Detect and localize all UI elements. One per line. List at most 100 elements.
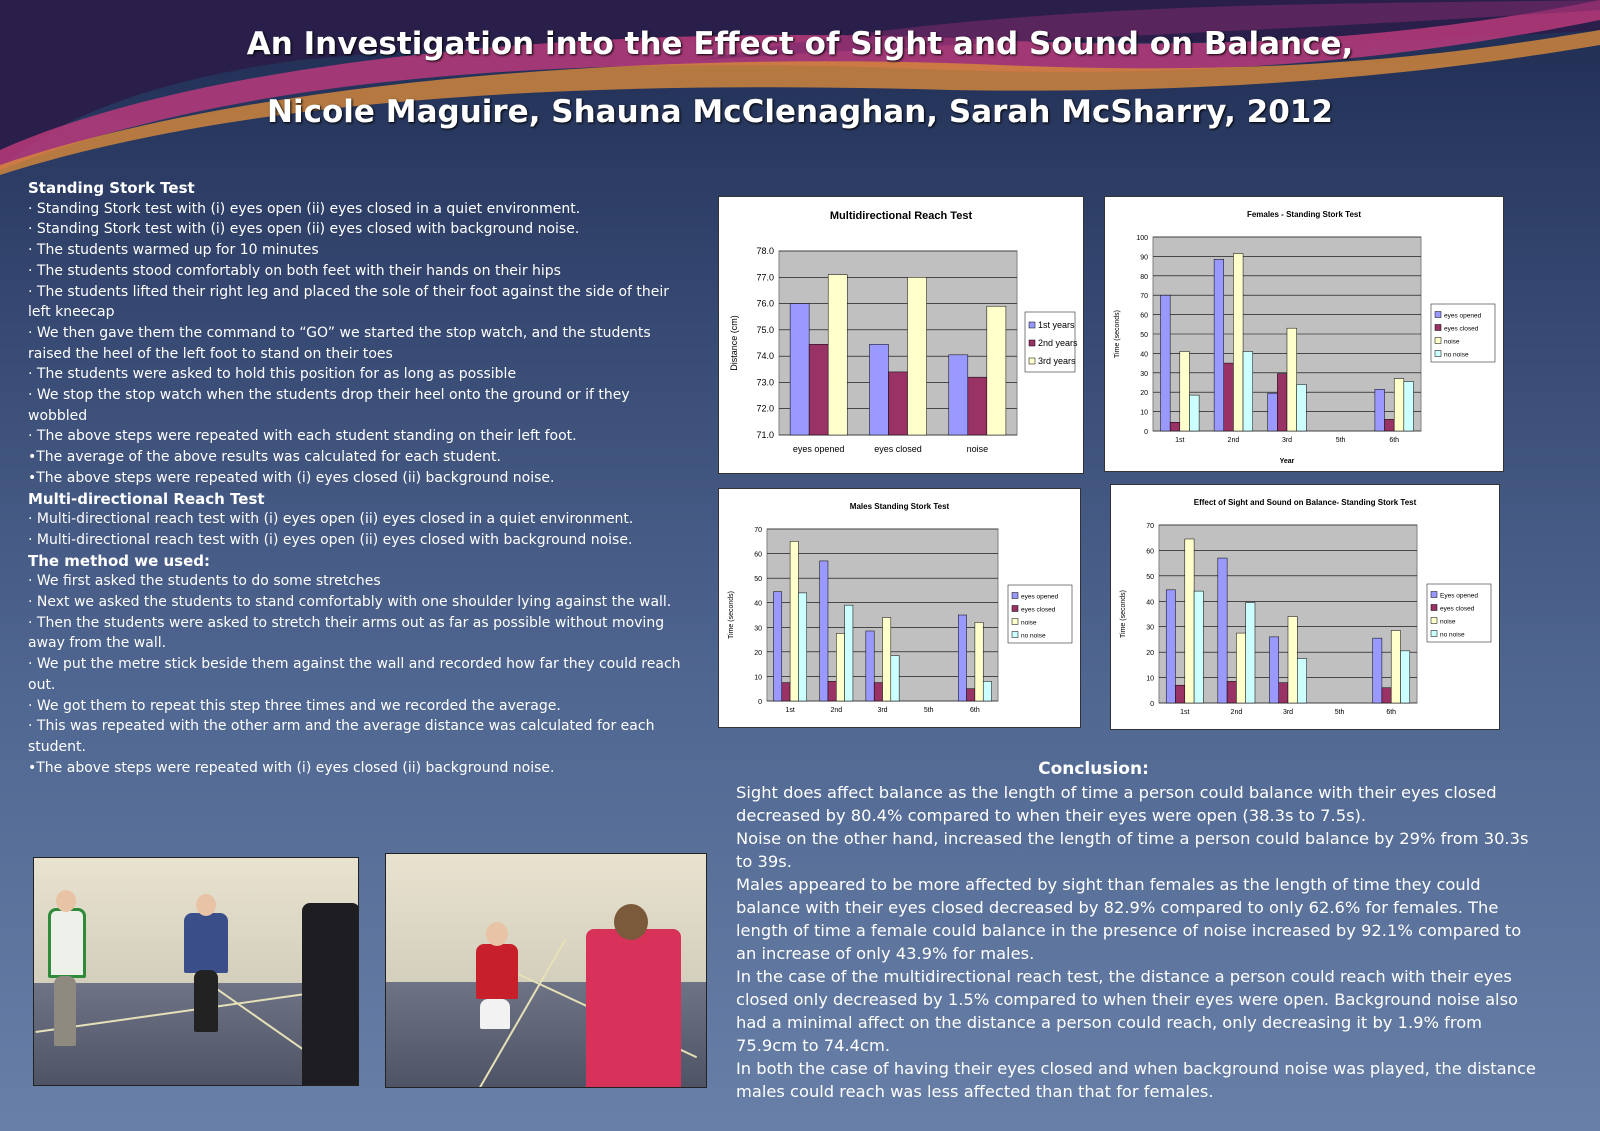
x-tick-label: 6th <box>1386 709 1396 716</box>
bar <box>1372 637 1383 704</box>
bar <box>836 633 845 702</box>
x-tick-label: 3rd <box>1282 437 1292 444</box>
y-tick-label: 100 <box>1136 235 1148 242</box>
y-tick-label: 20 <box>1146 650 1154 657</box>
bar <box>1179 351 1190 432</box>
y-tick-label: 60 <box>754 552 762 559</box>
y-tick-label: 71.0 <box>756 430 774 440</box>
y-tick-label: 30 <box>1146 625 1154 632</box>
legend <box>1426 583 1492 643</box>
y-tick-label: 73.0 <box>756 377 774 387</box>
bar <box>967 376 988 436</box>
method-step: •The above steps were repeated with (i) … <box>28 759 555 776</box>
y-tick-label: 20 <box>1140 390 1148 397</box>
bar <box>882 617 892 702</box>
legend-swatch <box>1011 605 1019 612</box>
y-tick-label: 40 <box>1140 351 1148 358</box>
method-step: · We got them to repeat this step three … <box>28 697 561 714</box>
y-axis-label: Distance (cm) <box>729 315 739 371</box>
x-tick-label: eyes closed <box>874 444 922 454</box>
legend-swatch <box>1430 591 1438 598</box>
y-tick-label: 75.0 <box>756 325 774 335</box>
method-step: · Standing Stork test with (i) eyes open… <box>28 200 581 217</box>
method-step: •The average of the above results was ca… <box>28 449 501 466</box>
y-tick-label: 40 <box>754 601 762 608</box>
bar <box>789 541 799 702</box>
bar <box>1226 681 1237 704</box>
bar <box>1403 381 1414 432</box>
legend-label: noise <box>1444 339 1460 346</box>
bar <box>1189 394 1200 432</box>
bar <box>1393 378 1405 432</box>
x-tick-label: eyes opened <box>793 444 845 454</box>
bar <box>1160 294 1171 432</box>
y-tick-label: 0 <box>1150 701 1154 708</box>
legend-swatch <box>1028 321 1036 329</box>
bar <box>1242 351 1253 432</box>
legend-swatch <box>1028 357 1036 365</box>
y-tick-label: 10 <box>1146 676 1154 683</box>
x-tick-label: 3rd <box>1283 709 1293 716</box>
y-tick-label: 78.0 <box>756 246 774 256</box>
y-tick-label: 80 <box>1140 274 1148 281</box>
x-tick-label: 3rd <box>877 707 887 714</box>
bar <box>773 591 783 702</box>
bar <box>1193 590 1204 704</box>
bar <box>1400 650 1411 704</box>
bar <box>1175 684 1186 704</box>
y-tick-label: 50 <box>1140 332 1148 339</box>
bar <box>1165 589 1176 704</box>
legend-label: noise <box>1440 619 1456 626</box>
x-tick-label: 2nd <box>1228 437 1240 444</box>
conclusion-paragraph: Sight does affect balance as the length … <box>736 783 1497 825</box>
y-tick-label: 60 <box>1146 548 1154 555</box>
bar <box>781 682 791 702</box>
conclusion-paragraph: In both the case of having their eyes cl… <box>736 1059 1536 1101</box>
bar <box>1236 632 1246 704</box>
method-step: •The above steps were repeated with (i) … <box>28 469 555 486</box>
bar <box>827 681 837 702</box>
x-tick-label: 1st <box>1180 709 1189 716</box>
x-tick-label: 5th <box>1336 437 1346 444</box>
method-column: Standing Stork Test · Standing Stork test… <box>28 178 688 778</box>
photo-stork-test <box>33 857 359 1086</box>
y-axis-label: Time (seconds) <box>1114 310 1121 358</box>
bar <box>1277 373 1288 432</box>
method-step: · The students lifted their right leg an… <box>28 283 670 321</box>
bar <box>1233 253 1244 432</box>
y-tick-label: 0 <box>758 699 762 706</box>
x-tick-label: 5th <box>1335 709 1345 716</box>
method-step: · We put the metre stick beside them aga… <box>28 656 681 693</box>
bar <box>1384 419 1395 432</box>
poster-title: An Investigation into the Effect of Sigh… <box>246 26 1354 62</box>
bar <box>827 274 848 436</box>
legend-swatch <box>1434 337 1442 344</box>
legend-label: 1st years <box>1038 320 1075 330</box>
method-step: · This was repeated with the other arm a… <box>28 718 655 755</box>
bar <box>1217 557 1228 704</box>
bar <box>1390 630 1401 704</box>
y-tick-label: 72.0 <box>756 404 774 414</box>
chart-overall-stork: Effect of Sight and Sound on Balance- St… <box>1110 484 1500 730</box>
photo-stork-test-2 <box>385 853 707 1088</box>
legend-label: noise <box>1021 620 1037 627</box>
bar <box>982 681 992 702</box>
y-tick-label: 77.0 <box>756 272 774 282</box>
bar <box>948 354 969 436</box>
x-tick-label: 6th <box>1389 437 1399 444</box>
method-step: · The students stood comfortably on both… <box>28 262 561 279</box>
x-tick-label: noise <box>967 444 989 454</box>
bar <box>1245 602 1256 704</box>
bar <box>873 682 883 702</box>
chart-title: Effect of Sight and Sound on Balance- St… <box>1194 498 1417 507</box>
bar <box>1223 362 1234 432</box>
bar <box>1213 259 1225 432</box>
bar <box>907 277 927 436</box>
bar <box>808 344 829 436</box>
bar <box>986 305 1007 436</box>
y-tick-label: 10 <box>1140 410 1148 417</box>
y-tick-label: 76.0 <box>756 299 774 309</box>
x-axis-label: Year <box>1280 458 1295 465</box>
conclusion-heading: Conclusion: <box>1038 759 1149 779</box>
conclusion-paragraph: Noise on the other hand, increased the l… <box>736 829 1529 871</box>
